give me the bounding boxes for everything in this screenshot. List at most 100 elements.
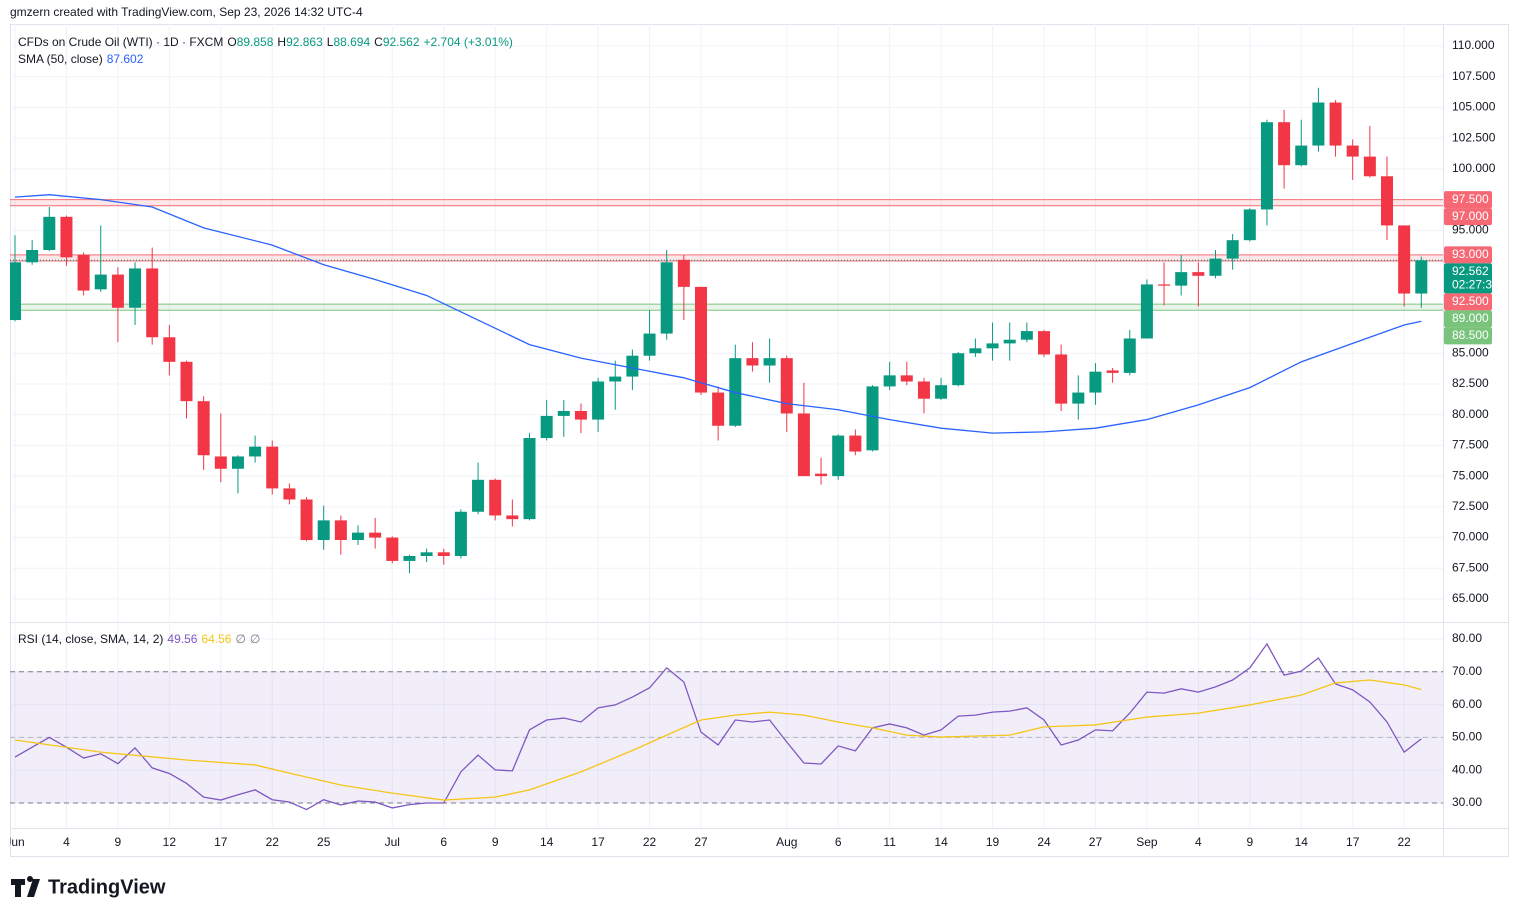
y-tick-label: 67.500 xyxy=(1452,560,1489,574)
candle-body xyxy=(163,337,176,362)
candle-body xyxy=(695,286,707,393)
c-letter: C xyxy=(374,35,383,49)
candle-body xyxy=(1055,354,1068,404)
candle-body xyxy=(43,216,56,251)
y-tick-label: 105.000 xyxy=(1452,100,1496,114)
axis-label-bg xyxy=(1444,293,1492,311)
x-tick-label: 9 xyxy=(115,835,122,849)
y-tick-label: 102.500 xyxy=(1452,130,1496,144)
sma-line xyxy=(14,194,1422,434)
x-tick-label: 17 xyxy=(1346,835,1360,849)
y-tick-label: 100.000 xyxy=(1452,161,1496,175)
rsi-line xyxy=(14,642,1422,811)
y-tick-label: 77.500 xyxy=(1452,438,1489,452)
sma-title: SMA (50, close) xyxy=(18,52,103,66)
y-tick-label: 75.000 xyxy=(1452,468,1489,482)
candle-body xyxy=(1089,371,1102,393)
candle-body xyxy=(1363,156,1376,177)
y-tick-label: 82.500 xyxy=(1452,376,1489,390)
rsi-sma-value: 64.56 xyxy=(201,632,232,646)
x-tick-label: 17 xyxy=(591,835,605,849)
candle-body xyxy=(111,274,124,308)
candle-body xyxy=(935,385,948,399)
candle-body xyxy=(832,435,845,477)
candle-body xyxy=(609,376,622,382)
h-letter: H xyxy=(277,35,287,49)
y-tick-label: 30.00 xyxy=(1452,795,1482,809)
candle-body xyxy=(1038,331,1050,355)
y-tick-label: 85.000 xyxy=(1452,345,1489,359)
candle-body xyxy=(969,348,982,354)
candle-body xyxy=(917,381,930,399)
axis-label: 97.500 xyxy=(1452,192,1489,206)
candle-body xyxy=(129,268,142,308)
candle-body xyxy=(231,456,244,469)
candle-body xyxy=(540,415,553,439)
symbol-title: CFDs on Crude Oil (WTI) · 1D · FXCM xyxy=(18,35,224,49)
candle-body xyxy=(420,552,433,557)
candle-body xyxy=(677,259,690,287)
y-tick-label: 72.500 xyxy=(1452,499,1489,513)
main-legend: CFDs on Crude Oil (WTI) · 1D · FXCM O89.… xyxy=(18,35,513,49)
frame xyxy=(10,24,1509,857)
y-tick-label: 60.00 xyxy=(1452,697,1482,711)
candle-body xyxy=(1381,176,1393,226)
x-tick-label: 27 xyxy=(1089,835,1103,849)
x-tick-label: 17 xyxy=(214,835,228,849)
x-tick-label: 25 xyxy=(317,835,331,849)
x-tick-label: 22 xyxy=(643,835,657,849)
candle-body xyxy=(352,532,364,541)
candle-body xyxy=(197,401,210,456)
candle-body xyxy=(472,479,485,512)
candle-body xyxy=(952,353,965,386)
candle-body xyxy=(403,556,416,561)
y-tick-label: 40.00 xyxy=(1452,762,1482,776)
candle-body xyxy=(900,375,913,382)
x-tick-label: 9 xyxy=(1246,835,1253,849)
x-tick-label: 4 xyxy=(1195,835,1202,849)
candle-body xyxy=(1398,225,1411,294)
y-tick-label: 70.000 xyxy=(1452,530,1489,544)
candle-body xyxy=(592,381,605,420)
l-value: 88.694 xyxy=(333,35,371,49)
rsi-title: RSI (14, close, SMA, 14, 2) xyxy=(18,632,164,646)
x-tick-label: 19 xyxy=(986,835,1000,849)
sma-value: 87.602 xyxy=(106,52,144,66)
candle-body xyxy=(146,268,159,338)
candle-body xyxy=(986,343,999,349)
x-tick-label: 6 xyxy=(440,835,447,849)
x-tick-label: 11 xyxy=(883,835,896,849)
candle-body xyxy=(523,438,536,520)
axis-label-bg xyxy=(1444,208,1492,226)
rsi-legend: RSI (14, close, SMA, 14, 2) 49.56 64.56 … xyxy=(18,632,260,646)
candle-body xyxy=(1020,331,1033,340)
countdown: 02:27:31 xyxy=(1452,278,1499,292)
y-tick-label: 70.00 xyxy=(1452,664,1482,678)
candle-body xyxy=(780,358,793,414)
candle-body xyxy=(506,515,519,520)
candle-body xyxy=(1295,145,1308,166)
candle-body xyxy=(1123,338,1136,373)
zone-fill xyxy=(10,199,1443,206)
y-tick-label: 95.000 xyxy=(1452,223,1489,237)
y-tick-label: 80.000 xyxy=(1452,407,1489,421)
brand: TradingView xyxy=(48,876,166,898)
x-tick-label: 22 xyxy=(1397,835,1411,849)
axis-label-bg xyxy=(1444,327,1492,345)
x-tick-label: 27 xyxy=(694,835,708,849)
candle-body xyxy=(94,274,107,290)
x-tick-label: 14 xyxy=(540,835,554,849)
candle-body xyxy=(77,254,90,291)
axis-label: 89.000 xyxy=(1452,311,1489,325)
candle-body xyxy=(1329,102,1342,146)
candle-body xyxy=(300,499,313,541)
x-tick-label: 14 xyxy=(1295,835,1309,849)
na: ∅ xyxy=(249,632,261,646)
ohlc: O89.858 xyxy=(227,35,273,49)
rsi-sma-line xyxy=(14,679,1422,801)
candle-body xyxy=(643,333,656,356)
credit: gmzern created with TradingView.com, Sep… xyxy=(10,5,363,19)
candle-body xyxy=(1346,145,1359,157)
change: +2.704 (+3.01%) xyxy=(423,35,513,49)
axis-label: 93.000 xyxy=(1452,247,1489,261)
